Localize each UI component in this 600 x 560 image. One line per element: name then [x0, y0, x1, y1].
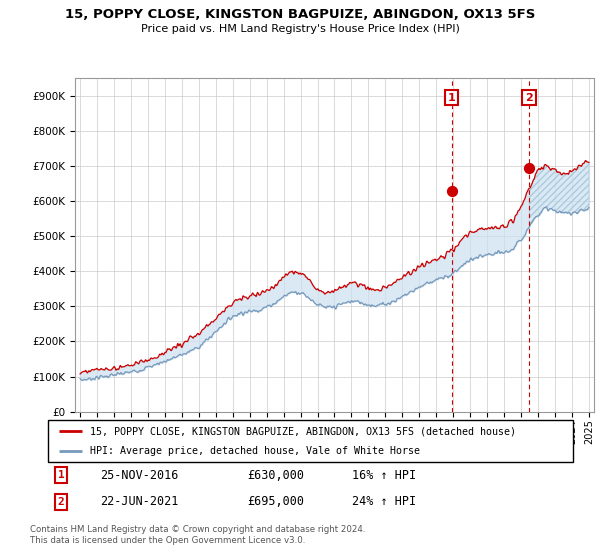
Text: 22-JUN-2021: 22-JUN-2021: [101, 496, 179, 508]
Text: 1: 1: [58, 470, 65, 480]
Text: Price paid vs. HM Land Registry's House Price Index (HPI): Price paid vs. HM Land Registry's House …: [140, 24, 460, 34]
Text: Contains HM Land Registry data © Crown copyright and database right 2024.
This d: Contains HM Land Registry data © Crown c…: [30, 525, 365, 545]
FancyBboxPatch shape: [48, 420, 573, 462]
Text: £630,000: £630,000: [248, 469, 305, 482]
Text: £695,000: £695,000: [248, 496, 305, 508]
Text: 25-NOV-2016: 25-NOV-2016: [101, 469, 179, 482]
Point: [524, 164, 534, 172]
Text: 24% ↑ HPI: 24% ↑ HPI: [353, 496, 416, 508]
Text: 15, POPPY CLOSE, KINGSTON BAGPUIZE, ABINGDON, OX13 5FS: 15, POPPY CLOSE, KINGSTON BAGPUIZE, ABIN…: [65, 8, 535, 21]
Text: 15, POPPY CLOSE, KINGSTON BAGPUIZE, ABINGDON, OX13 5FS (detached house): 15, POPPY CLOSE, KINGSTON BAGPUIZE, ABIN…: [90, 426, 516, 436]
Text: 2: 2: [58, 497, 65, 507]
Text: 2: 2: [525, 93, 533, 102]
Text: 1: 1: [448, 93, 455, 102]
Text: HPI: Average price, detached house, Vale of White Horse: HPI: Average price, detached house, Vale…: [90, 446, 420, 456]
Text: 16% ↑ HPI: 16% ↑ HPI: [353, 469, 416, 482]
Point: [447, 186, 457, 195]
